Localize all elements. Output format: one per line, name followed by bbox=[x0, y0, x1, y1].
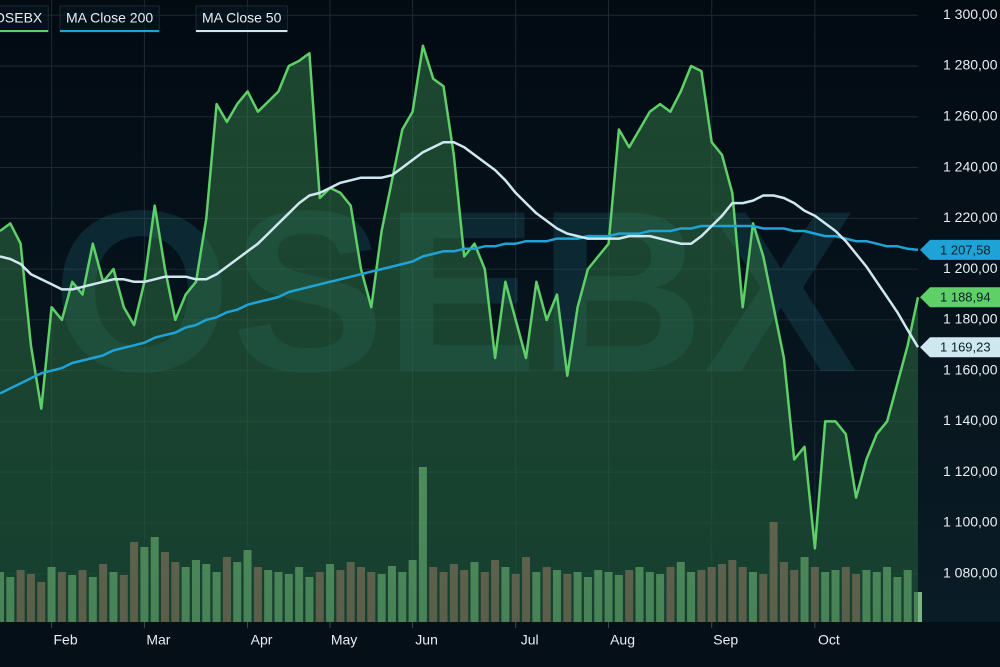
x-tick-label: Oct bbox=[818, 632, 840, 648]
x-tick-label: Apr bbox=[251, 632, 273, 648]
price-area bbox=[0, 45, 918, 622]
series-line bbox=[0, 224, 919, 395]
y-tick-label: 1 080,00 bbox=[943, 564, 998, 580]
legend-box bbox=[0, 5, 49, 33]
x-tick-label: Feb bbox=[54, 632, 78, 648]
y-tick-label: 1 220,00 bbox=[943, 209, 998, 225]
legend-box bbox=[195, 5, 288, 33]
y-tick-label: 1 160,00 bbox=[943, 361, 998, 377]
y-tick-label: 1 280,00 bbox=[943, 57, 998, 73]
y-tick-label: 1 260,00 bbox=[943, 107, 998, 123]
y-tick-label: 1 140,00 bbox=[943, 412, 998, 428]
last-value-label: 1 207,58 bbox=[940, 242, 991, 257]
last-value-badge bbox=[920, 337, 1000, 358]
x-tick-label: Jul bbox=[521, 632, 539, 648]
y-tick-label: 1 300,00 bbox=[943, 6, 998, 22]
y-tick-label: 1 240,00 bbox=[943, 158, 998, 174]
series-line bbox=[0, 44, 920, 550]
y-tick-label: 1 100,00 bbox=[943, 514, 998, 530]
y-tick-label: 1 180,00 bbox=[943, 311, 998, 327]
legend-label: MA Close 50 bbox=[202, 10, 282, 26]
legend-label: MA Close 200 bbox=[66, 10, 153, 26]
last-value-label: 1 169,23 bbox=[940, 340, 991, 355]
y-tick-label: 1 200,00 bbox=[943, 260, 998, 276]
last-value-label: 1 188,94 bbox=[940, 290, 991, 305]
last-value-badge bbox=[920, 239, 1000, 260]
x-tick-label: May bbox=[331, 632, 357, 648]
x-tick-label: Mar bbox=[146, 632, 170, 648]
x-axis-background bbox=[0, 622, 1000, 667]
x-tick-label: Sep bbox=[713, 632, 738, 648]
x-tick-label: Jun bbox=[415, 632, 438, 648]
y-tick-label: 1 120,00 bbox=[943, 463, 998, 479]
x-tick-label: Aug bbox=[610, 632, 635, 648]
last-value-badge bbox=[920, 287, 1000, 308]
legend-label: OSEBX bbox=[0, 10, 43, 26]
series-line bbox=[0, 140, 920, 348]
